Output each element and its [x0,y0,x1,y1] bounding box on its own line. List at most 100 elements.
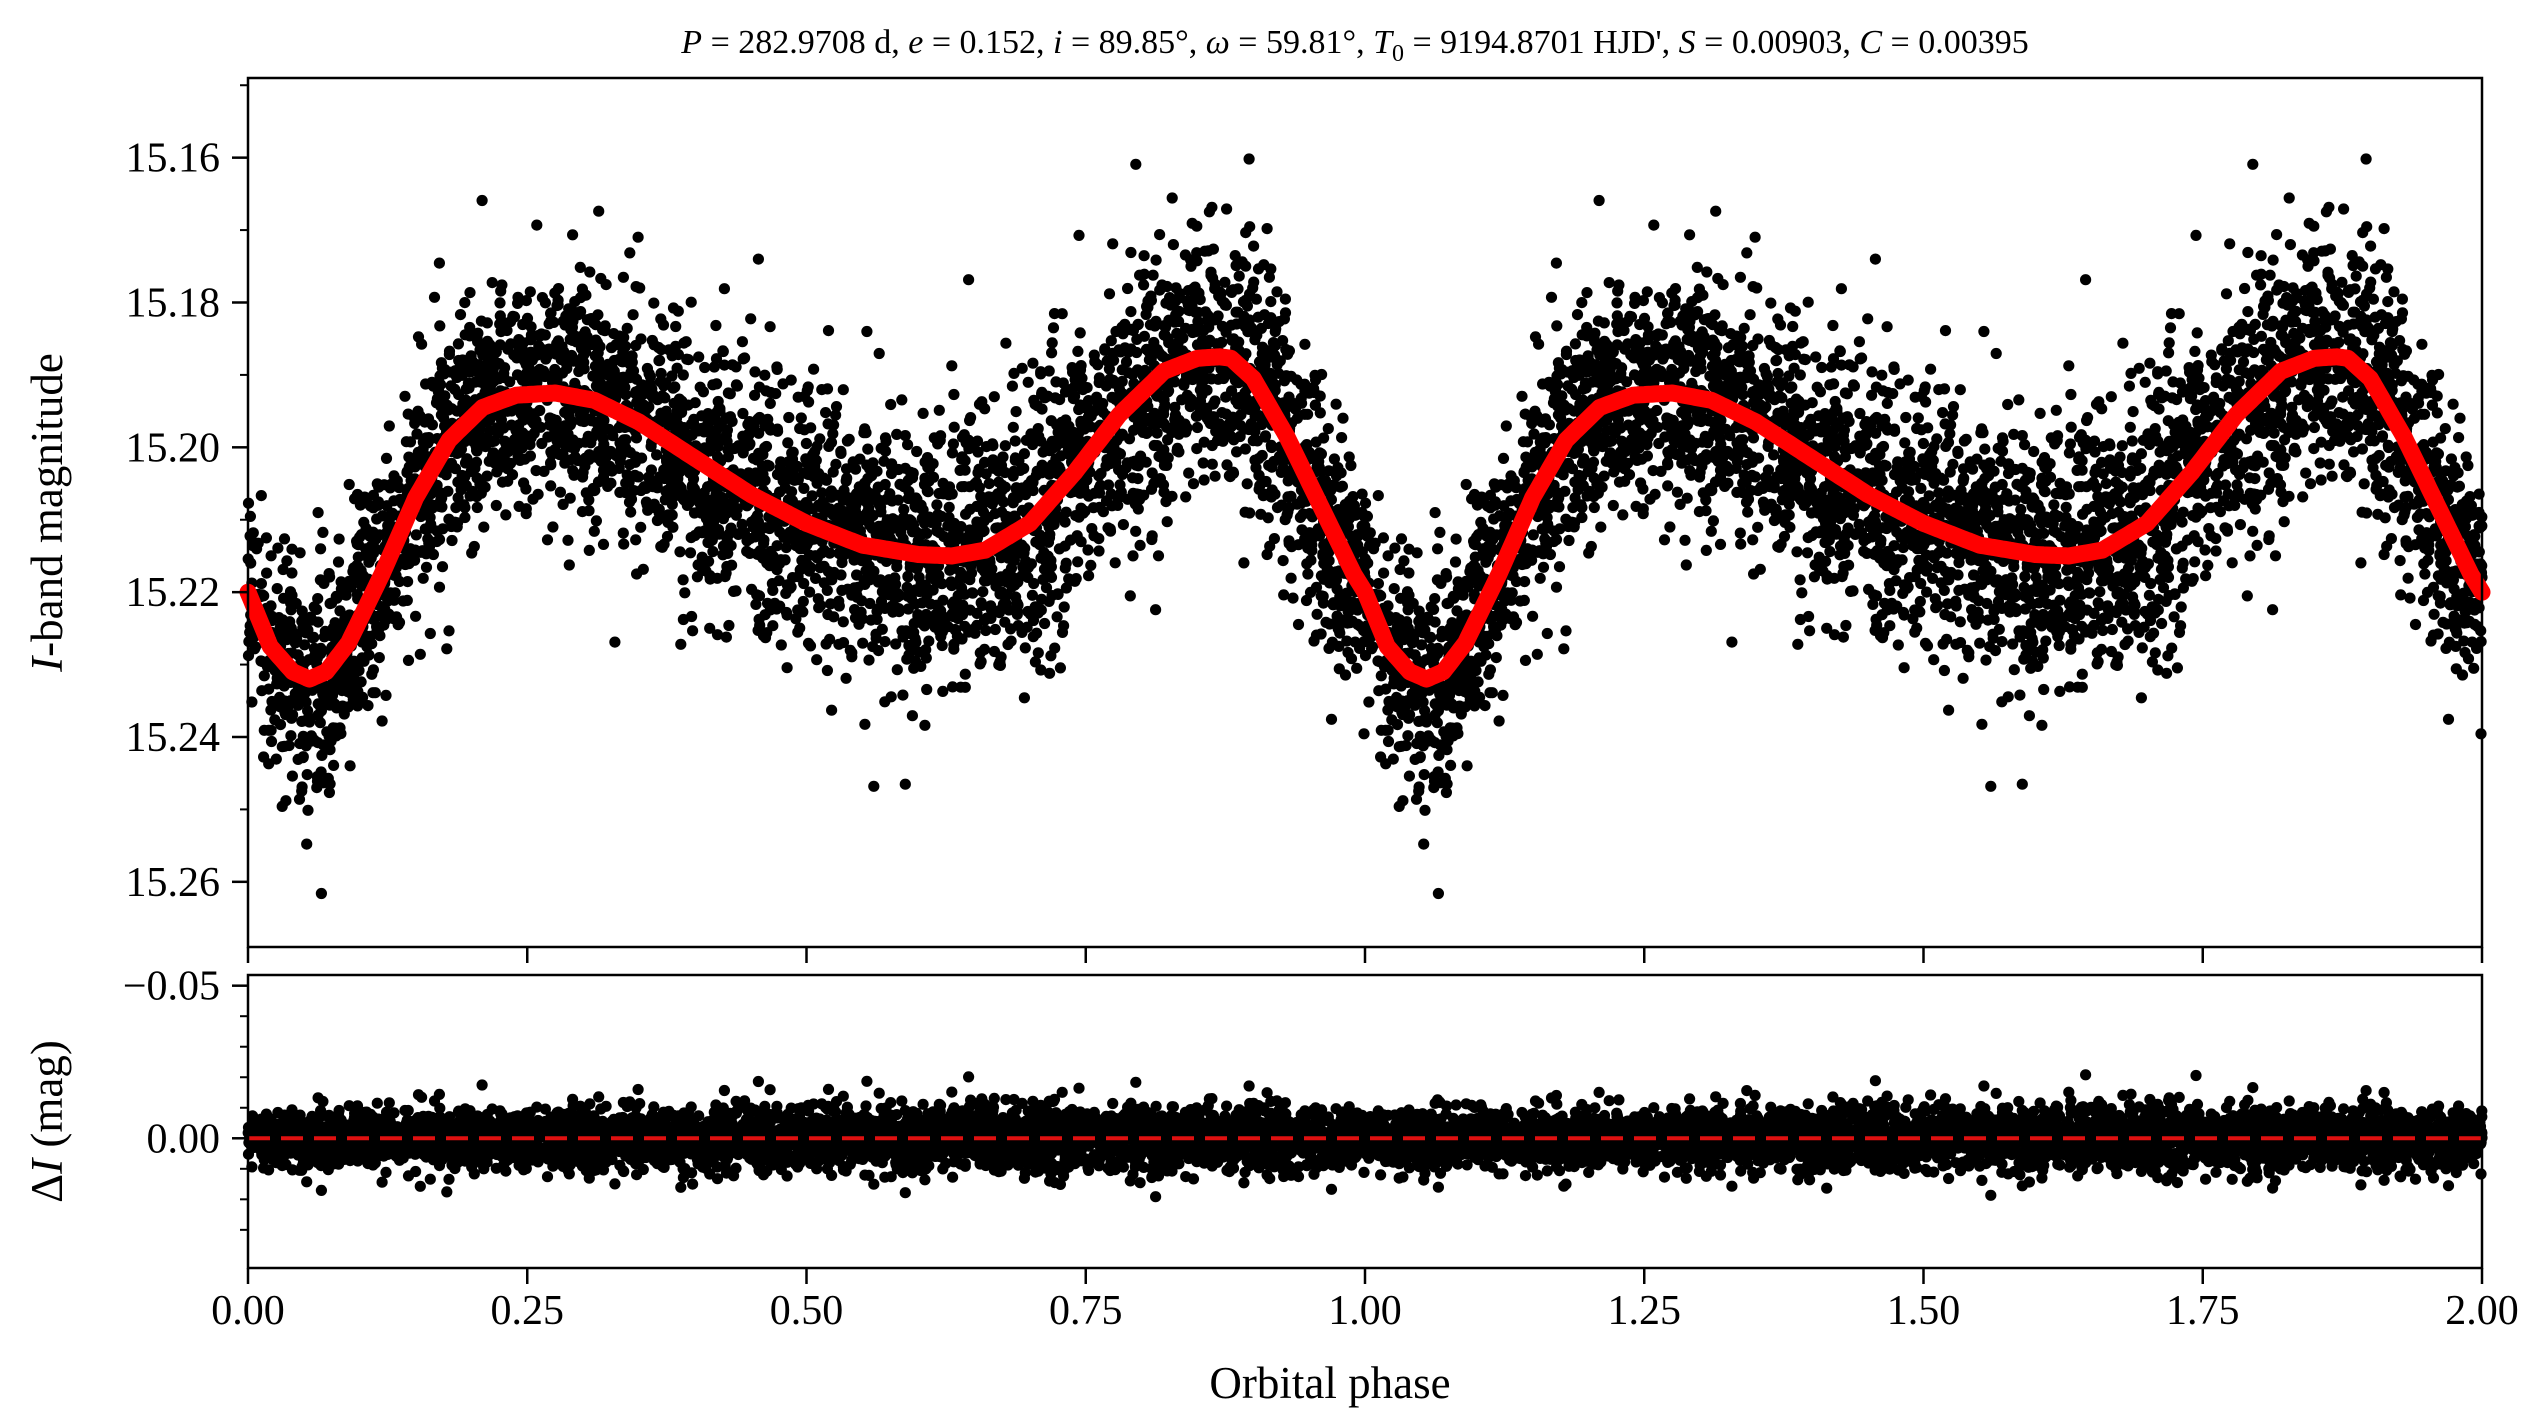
observation-point [974,658,986,670]
observation-point [1166,192,1178,204]
observation-point [1271,359,1283,371]
observation-point [841,435,854,447]
observation-point [1046,347,1058,359]
observation-point [475,477,487,489]
observation-point [296,781,308,793]
observation-point [412,446,424,458]
observation-point [565,404,577,416]
observation-point [374,529,386,541]
observation-point [1429,506,1441,519]
observation-point [328,759,340,772]
observation-point [925,598,937,610]
observation-point [620,477,632,489]
observation-point [1028,394,1040,406]
observation-point [388,613,401,625]
observation-point [723,528,735,540]
observation-point [1125,306,1137,318]
observation-point [588,525,600,537]
observation-point [903,649,915,661]
observation-point [1302,568,1314,580]
observation-point [805,422,817,434]
observation-point [486,277,498,289]
observation-point [352,700,364,712]
observation-point [1146,467,1158,479]
observation-point [777,378,789,390]
observation-point [859,578,871,591]
observation-point [280,795,292,807]
observation-point [979,403,991,415]
observation-point [752,624,764,637]
observation-point [1213,290,1225,302]
observation-point [696,551,708,563]
observation-point [722,444,734,456]
observation-point [658,464,670,476]
observation-point [1008,367,1020,379]
observation-point [575,415,587,427]
observation-point [265,550,277,562]
observation-point [946,447,959,459]
observation-point [1285,572,1297,584]
observation-point [605,463,617,475]
observation-point [478,521,490,533]
observation-point [1087,502,1100,514]
observation-point [804,534,816,547]
observation-point [1044,445,1056,457]
observation-point [258,670,270,682]
observation-point [937,685,949,698]
observation-point [2283,192,2295,204]
observation-point [899,778,911,790]
observation-point [870,628,882,640]
observation-point [1283,345,1295,357]
observation-point [1125,343,1137,355]
observation-point [951,602,964,614]
observation-point [1094,479,1107,491]
observation-point [848,554,860,566]
observation-point [427,548,439,561]
observation-point [919,472,931,484]
observation-point [696,422,708,434]
observation-point [1261,223,1273,235]
observation-point [1009,454,1021,466]
observation-point [820,638,832,650]
observation-point [330,590,342,603]
observation-point [1018,547,1030,559]
observation-point [783,411,795,424]
observation-point [917,407,929,419]
observation-point [273,612,285,624]
observation-point [1710,205,1722,217]
observation-point [677,574,689,586]
observation-point [1056,308,1068,320]
observation-point [464,287,476,299]
observation-point [975,490,987,503]
observation-point [895,526,907,539]
observation-point [595,272,607,285]
observation-point [323,568,335,580]
observation-point [787,446,799,458]
observation-point [605,445,617,458]
observation-point [255,490,267,502]
observation-point [1210,425,1222,437]
observation-point [507,310,519,322]
observation-point [662,413,674,425]
observation-point [1056,425,1068,437]
observation-point [324,778,336,790]
observation-point [1105,335,1117,347]
observation-point [436,501,448,513]
observation-point [1211,338,1223,350]
observation-point [1233,270,1245,282]
observation-point [296,715,308,728]
observation-point [749,366,761,378]
observation-point [2175,601,2187,613]
observation-point [956,481,968,493]
observation-point [1196,389,1208,401]
observation-point [364,630,376,643]
observation-point [340,589,352,601]
title-omega-value: = 59.81°, [1230,24,1373,61]
observation-point [655,540,667,553]
observation-point [1153,347,1165,359]
observation-point [278,533,291,545]
observation-point [1336,432,1348,444]
observation-point [1358,728,1370,740]
observation-point [1025,475,1038,487]
observation-point [632,231,644,243]
